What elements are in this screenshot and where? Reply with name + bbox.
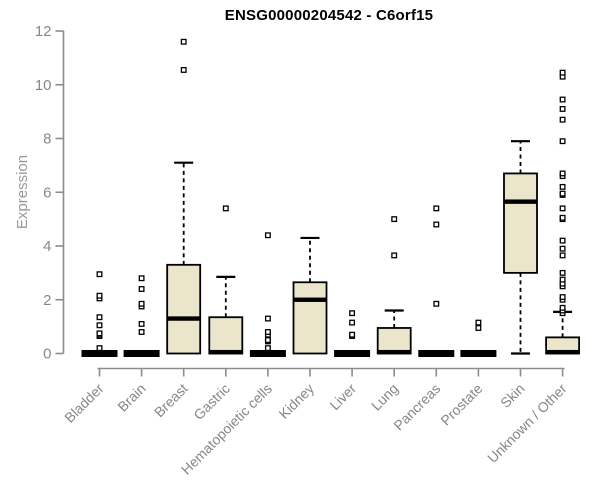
median-lung: [377, 349, 411, 355]
outlier-point-unknown-other: [559, 269, 566, 276]
median-gastric: [209, 349, 243, 355]
x-tick-label-prostate: Prostate: [437, 380, 485, 428]
x-tick-label-unknown-other: Unknown / Other: [484, 380, 570, 466]
box-breast: [166, 263, 202, 355]
x-tick-label-liver: Liver: [326, 380, 359, 413]
outlier-point-unknown-other: [559, 190, 566, 197]
box-bladder: [81, 350, 118, 357]
outlier-point-breast: [180, 38, 187, 45]
y-tick-label: 0: [43, 346, 51, 363]
y-axis-title: Expression: [14, 154, 31, 230]
x-tick-label-bladder: Bladder: [61, 380, 107, 426]
x-tick-label-pancreas: Pancreas: [390, 380, 443, 433]
outlier-point-bladder: [96, 345, 103, 352]
outlier-point-breast: [180, 67, 187, 73]
y-tick-label: 2: [43, 292, 51, 309]
outlier-point-bladder: [96, 330, 103, 337]
outlier-point-pancreas: [433, 221, 440, 228]
outlier-point-bladder: [96, 271, 103, 278]
outlier-point-unknown-other: [559, 205, 566, 212]
box-lung: [376, 327, 412, 355]
outlier-point-pancreas: [433, 300, 440, 307]
outlier-point-bladder: [96, 292, 103, 299]
outlier-point-brain: [138, 329, 145, 335]
outlier-point-unknown-other: [559, 245, 566, 252]
y-tick-label: 8: [43, 131, 51, 148]
outlier-point-unknown-other: [559, 116, 566, 123]
box-prostate: [460, 350, 497, 357]
outlier-point-hematopoietic-cells: [264, 329, 271, 335]
outlier-point-brain: [138, 275, 145, 282]
x-tick-label-kidney: Kidney: [276, 380, 318, 422]
outlier-point-unknown-other: [559, 170, 566, 177]
x-tick-label-lung: Lung: [368, 380, 401, 413]
outlier-point-unknown-other: [559, 96, 566, 103]
box-skin: [503, 172, 538, 274]
box-brain: [123, 350, 160, 357]
y-tick-label: 6: [43, 184, 51, 201]
outlier-point-liver: [349, 319, 356, 326]
outlier-point-unknown-other: [559, 252, 566, 259]
outlier-point-unknown-other: [559, 138, 566, 145]
outlier-point-hematopoietic-cells: [264, 232, 271, 239]
median-unknown-other: [546, 349, 580, 355]
outlier-point-prostate: [475, 319, 482, 326]
outlier-point-gastric: [222, 205, 229, 212]
outlier-point-lung: [391, 216, 398, 223]
y-tick-label: 4: [43, 238, 51, 255]
median-breast: [167, 316, 201, 321]
outlier-point-unknown-other: [559, 304, 566, 311]
outlier-point-prostate: [475, 325, 482, 331]
chart-title: ENSG00000204542 - C6orf15: [224, 7, 434, 24]
outlier-point-brain: [138, 320, 145, 327]
box-kidney: [292, 281, 328, 355]
x-tick-label-brain: Brain: [114, 380, 148, 414]
outlier-point-lung: [391, 252, 398, 259]
outlier-point-unknown-other: [559, 294, 566, 301]
outlier-point-unknown-other: [559, 105, 566, 112]
y-tick-label: 12: [35, 23, 52, 40]
outlier-point-bladder: [96, 314, 103, 321]
outlier-point-liver: [349, 310, 356, 317]
y-tick-label: 10: [35, 77, 52, 94]
outlier-point-bladder: [96, 322, 103, 329]
outlier-point-pancreas: [433, 205, 440, 212]
outlier-point-unknown-other: [559, 214, 566, 221]
x-tick-label-skin: Skin: [497, 380, 528, 411]
box-hematopoietic-cells: [249, 350, 286, 357]
outlier-point-hematopoietic-cells: [264, 345, 271, 352]
x-tick-label-breast: Breast: [151, 380, 191, 420]
box-liver: [334, 350, 371, 357]
outlier-point-liver: [349, 331, 356, 338]
box-gastric: [208, 316, 244, 355]
outlier-point-brain: [138, 286, 145, 292]
outlier-point-unknown-other: [559, 237, 566, 244]
outlier-point-hematopoietic-cells: [264, 315, 271, 322]
median-kidney: [293, 297, 327, 302]
outlier-point-unknown-other: [559, 183, 566, 190]
outlier-point-unknown-other: [559, 69, 566, 76]
median-skin: [504, 199, 537, 204]
outlier-point-unknown-other: [559, 276, 566, 283]
outlier-point-brain: [138, 300, 145, 307]
outlier-point-hematopoietic-cells: [264, 337, 271, 344]
box-pancreas: [418, 350, 455, 357]
